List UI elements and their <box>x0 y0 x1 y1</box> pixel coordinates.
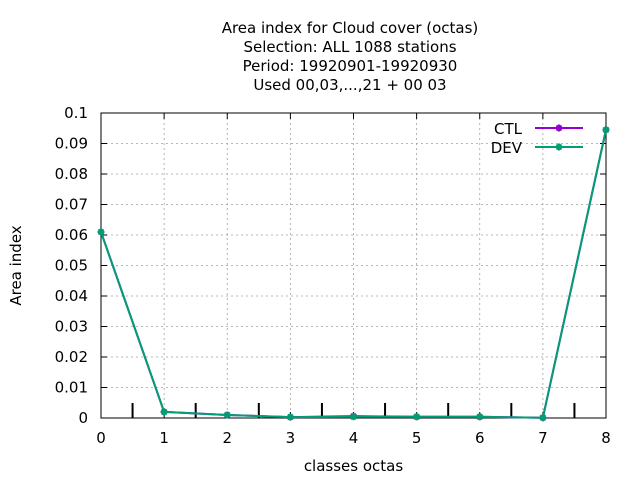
y-tick-label: 0.09 <box>55 135 88 153</box>
x-tick-label: 7 <box>538 429 548 447</box>
x-tick-label: 0 <box>96 429 106 447</box>
x-tick-label: 3 <box>286 429 296 447</box>
x-axis-label: classes octas <box>304 457 404 475</box>
legend-entry-ctl: CTL <box>494 120 583 138</box>
grid <box>101 113 606 418</box>
x-tick-label: 2 <box>222 429 232 447</box>
chart-title: Area index for Cloud cover (octas)Select… <box>222 19 479 94</box>
legend-label: DEV <box>491 139 523 157</box>
chart-title-line: Period: 19920901-19920930 <box>243 57 458 75</box>
data-point <box>350 413 357 421</box>
chart-title-line: Area index for Cloud cover (octas) <box>222 19 479 37</box>
x-tick-label: 5 <box>412 429 422 447</box>
series <box>97 126 610 422</box>
y-tick-label: 0.05 <box>55 257 88 275</box>
chart-title-line: Selection: ALL 1088 stations <box>243 38 456 56</box>
data-point <box>286 413 294 421</box>
y-tick-label: 0.03 <box>55 318 88 336</box>
x-tick-label: 4 <box>349 429 359 447</box>
y-tick-label: 0.08 <box>55 165 88 183</box>
y-tick-label: 0 <box>78 409 88 427</box>
x-tick-label: 1 <box>159 429 169 447</box>
data-point <box>160 408 168 416</box>
data-point <box>413 413 421 421</box>
data-point <box>97 228 105 236</box>
y-tick-label: 0.1 <box>64 104 88 122</box>
data-point <box>602 126 610 134</box>
x-tick-label: 8 <box>601 429 611 447</box>
data-point <box>223 411 231 419</box>
axis-ticks: 0 1 2 3 4 5 6 7 8 0 0.01 0.02 0.03 0.04 0.05 0.06 0.07 0.… <box>55 104 611 447</box>
y-tick-label: 0.02 <box>55 348 88 366</box>
y-tick-label: 0.04 <box>55 287 88 305</box>
legend-label: CTL <box>494 120 523 138</box>
data-point <box>476 413 484 421</box>
y-tick-label: 0.07 <box>55 196 88 214</box>
y-tick-label: 0.01 <box>55 379 88 397</box>
data-point <box>539 414 547 422</box>
legend-marker <box>555 124 563 132</box>
x-tick-label: 6 <box>475 429 485 447</box>
legend-entry-dev: DEV <box>491 139 583 157</box>
legend-marker <box>555 143 563 151</box>
y-tick-label: 0.06 <box>55 226 88 244</box>
chart-title-line: Used 00,03,...,21 + 00 03 <box>253 76 446 94</box>
y-axis-label: Area index <box>7 225 25 305</box>
series-dev <box>97 126 610 422</box>
